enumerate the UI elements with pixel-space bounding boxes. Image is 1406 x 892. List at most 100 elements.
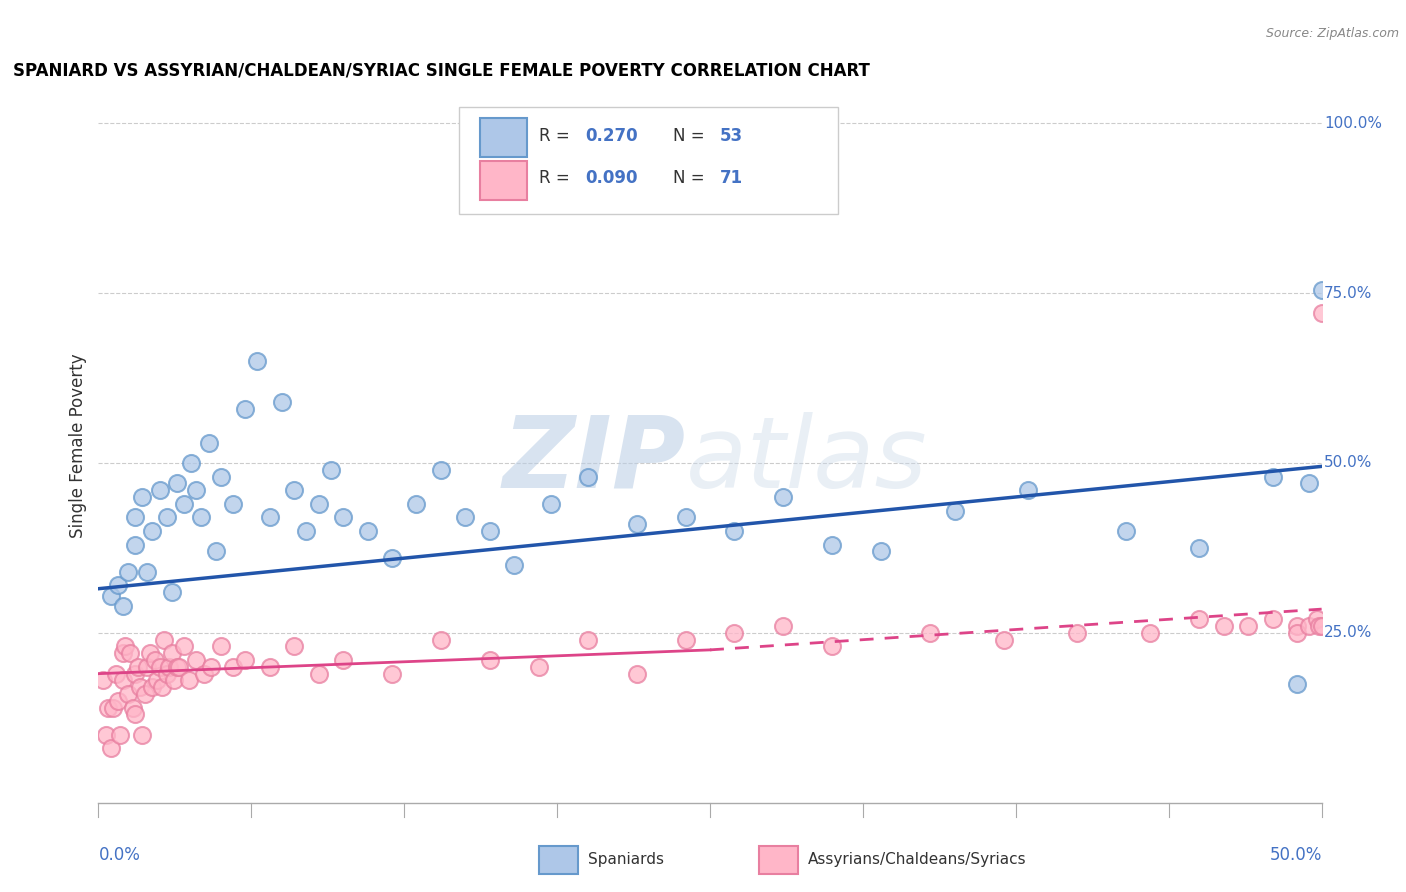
Point — [405, 497, 427, 511]
Point — [821, 537, 844, 551]
Text: 0.0%: 0.0% — [98, 846, 141, 863]
Point — [107, 578, 129, 592]
Point — [117, 565, 139, 579]
FancyBboxPatch shape — [460, 107, 838, 214]
Point — [114, 640, 136, 654]
Point — [177, 673, 200, 688]
Text: 50.0%: 50.0% — [1270, 846, 1322, 863]
Point — [576, 469, 599, 483]
Point — [117, 687, 139, 701]
Point — [150, 680, 173, 694]
Point — [478, 524, 501, 538]
Point — [166, 476, 188, 491]
Point — [149, 660, 172, 674]
Point — [381, 551, 404, 566]
Text: atlas: atlas — [686, 412, 927, 508]
Point — [157, 660, 180, 674]
Point — [124, 707, 146, 722]
Point — [222, 497, 245, 511]
Text: ZIP: ZIP — [502, 412, 686, 508]
Point — [97, 700, 120, 714]
Point — [1286, 677, 1309, 691]
Text: Source: ZipAtlas.com: Source: ZipAtlas.com — [1265, 27, 1399, 40]
Point — [127, 660, 149, 674]
Point — [772, 490, 794, 504]
Point — [121, 700, 143, 714]
Point — [141, 680, 163, 694]
Point — [156, 666, 179, 681]
Point — [186, 653, 208, 667]
Point — [173, 640, 195, 654]
Point — [222, 660, 245, 674]
Point — [1310, 619, 1333, 633]
Point — [100, 589, 122, 603]
Text: 75.0%: 75.0% — [1324, 285, 1372, 301]
Text: 0.270: 0.270 — [585, 127, 638, 145]
Point — [173, 497, 195, 511]
Point — [163, 673, 186, 688]
Point — [131, 490, 153, 504]
Text: 71: 71 — [720, 169, 742, 187]
Point — [1306, 612, 1329, 626]
Point — [356, 524, 378, 538]
Point — [1115, 524, 1137, 538]
Point — [430, 463, 453, 477]
Point — [200, 660, 222, 674]
Point — [190, 510, 212, 524]
Point — [209, 640, 232, 654]
Point — [1237, 619, 1260, 633]
FancyBboxPatch shape — [538, 846, 578, 874]
Text: 0.090: 0.090 — [585, 169, 638, 187]
Text: R =: R = — [538, 127, 575, 145]
Point — [153, 632, 176, 647]
FancyBboxPatch shape — [479, 118, 526, 157]
Point — [1308, 619, 1330, 633]
Text: Spaniards: Spaniards — [588, 853, 664, 867]
Point — [295, 524, 318, 538]
Point — [1212, 619, 1234, 633]
Point — [101, 700, 124, 714]
Point — [160, 646, 183, 660]
Point — [124, 537, 146, 551]
Point — [503, 558, 526, 572]
Point — [233, 401, 256, 416]
Text: N =: N = — [673, 127, 710, 145]
FancyBboxPatch shape — [479, 161, 526, 200]
Point — [675, 510, 697, 524]
FancyBboxPatch shape — [759, 846, 799, 874]
Point — [156, 510, 179, 524]
Point — [124, 510, 146, 524]
Point — [143, 653, 166, 667]
Point — [723, 626, 745, 640]
Point — [146, 673, 169, 688]
Point — [111, 646, 134, 660]
Point — [131, 728, 153, 742]
Point — [308, 497, 330, 511]
Point — [91, 673, 114, 688]
Point — [166, 660, 188, 674]
Y-axis label: Single Female Poverty: Single Female Poverty — [69, 354, 87, 538]
Point — [626, 666, 648, 681]
Point — [1066, 626, 1088, 640]
Point — [332, 653, 354, 667]
Point — [246, 354, 269, 368]
Point — [104, 666, 127, 681]
Text: SPANIARD VS ASSYRIAN/CHALDEAN/SYRIAC SINGLE FEMALE POVERTY CORRELATION CHART: SPANIARD VS ASSYRIAN/CHALDEAN/SYRIAC SIN… — [13, 62, 870, 79]
Point — [120, 646, 142, 660]
Point — [332, 510, 354, 524]
Point — [920, 626, 942, 640]
Point — [233, 653, 256, 667]
Point — [124, 666, 146, 681]
Point — [110, 728, 132, 742]
Point — [1286, 626, 1309, 640]
Point — [111, 599, 134, 613]
Point — [180, 456, 202, 470]
Point — [197, 435, 219, 450]
Point — [454, 510, 477, 524]
Point — [723, 524, 745, 538]
Point — [1261, 612, 1284, 626]
Point — [136, 660, 159, 674]
Point — [141, 524, 163, 538]
Point — [772, 619, 794, 633]
Text: 50.0%: 50.0% — [1324, 456, 1372, 470]
